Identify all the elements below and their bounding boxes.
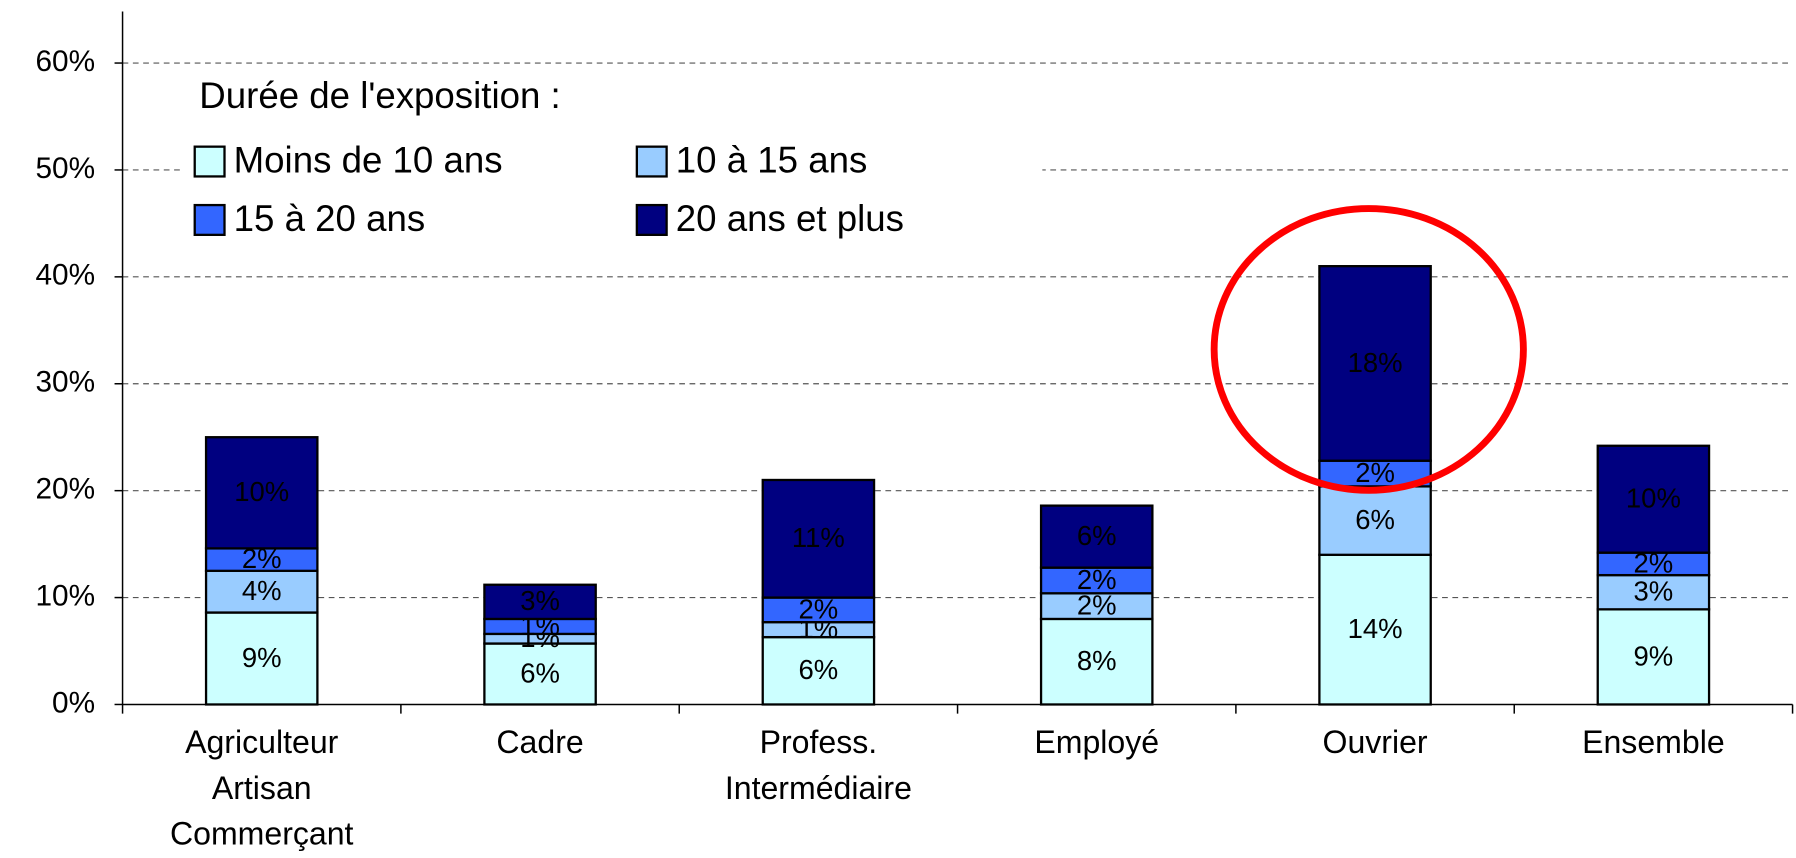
data-label: 11%: [792, 522, 845, 553]
data-label: 10%: [234, 476, 289, 507]
legend-label: Moins de 10 ans: [234, 139, 503, 180]
legend-swatch: [193, 145, 226, 178]
y-tick-label: 0%: [52, 686, 95, 719]
data-label: 9%: [1634, 640, 1674, 671]
bar-segment: [1318, 265, 1432, 462]
legend-swatch: [193, 203, 226, 236]
x-tick-label: Artisan: [212, 770, 312, 806]
bar-segment: [483, 642, 597, 706]
x-tick-label: Cadre: [496, 724, 583, 760]
data-label: 18%: [1348, 347, 1403, 378]
legend-title: Durée de l'exposition :: [199, 75, 560, 116]
bar-segment: [204, 436, 319, 550]
legend-label: 20 ans et plus: [676, 198, 904, 239]
bar-segment: [1596, 444, 1711, 554]
data-label: 3%: [1634, 576, 1674, 607]
data-label: 2%: [1355, 457, 1395, 488]
bar-segment: [204, 569, 319, 614]
x-tick-label: Commerçant: [170, 816, 354, 852]
bar-segment: [1596, 608, 1711, 706]
data-label: 2%: [1077, 564, 1117, 595]
data-label: 4%: [242, 575, 282, 606]
bar-segment: [761, 635, 876, 706]
x-tick-label: Employé: [1034, 724, 1159, 760]
legend-swatch: [635, 203, 668, 236]
bar-segment: [761, 596, 876, 624]
data-label: 6%: [1355, 504, 1395, 535]
y-tick-label: 50%: [35, 152, 95, 185]
legend-swatch: [635, 145, 668, 178]
data-label: 9%: [242, 642, 282, 673]
y-tick-label: 60%: [35, 45, 95, 78]
data-label: 14%: [1348, 613, 1403, 644]
x-tick-label: Ouvrier: [1323, 724, 1428, 760]
x-tick-label: Intermédiaire: [725, 770, 912, 806]
bar-segment: [1039, 566, 1154, 595]
legend-label: 15 à 20 ans: [234, 198, 426, 239]
data-label: 8%: [1077, 645, 1117, 676]
bar-segment: [1318, 553, 1432, 706]
bar-segment: [1039, 617, 1154, 706]
x-tick-label: Ensemble: [1582, 724, 1725, 760]
data-label: 2%: [1077, 590, 1117, 621]
y-tick-label: 20%: [35, 473, 95, 506]
data-label: 10%: [1626, 483, 1681, 514]
data-label: 3%: [520, 585, 560, 616]
bar-segment: [483, 583, 597, 621]
legend-background: [183, 71, 1043, 253]
legend-label: 10 à 15 ans: [676, 139, 868, 180]
bar-segment: [1318, 485, 1432, 556]
x-tick-label: Profess.: [760, 724, 878, 760]
x-tick-label: Agriculteur: [185, 724, 339, 760]
y-tick-label: 40%: [35, 259, 95, 292]
y-tick-label: 30%: [35, 366, 95, 399]
bar-segment: [761, 478, 876, 599]
highlight-circle: [1210, 205, 1527, 494]
data-label: 6%: [799, 654, 839, 685]
bar-segment: [1039, 504, 1154, 569]
data-label: 6%: [1077, 520, 1117, 551]
y-tick-label: 10%: [35, 579, 95, 612]
data-label: 6%: [520, 657, 560, 688]
